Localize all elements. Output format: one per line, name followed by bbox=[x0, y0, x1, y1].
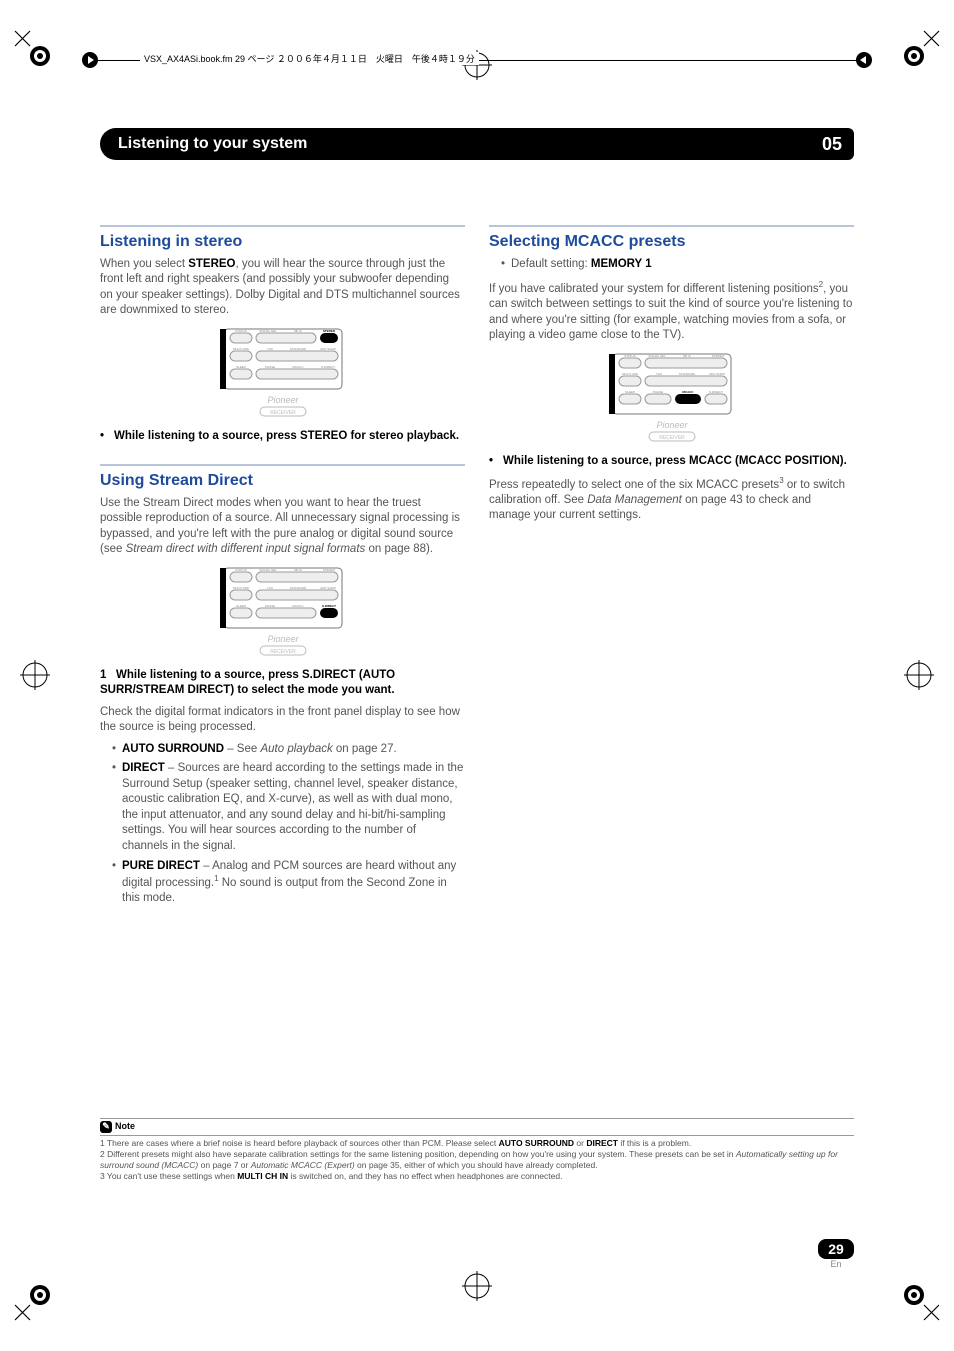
svg-text:ADV SURR: ADV SURR bbox=[320, 586, 336, 590]
content-area: Listening in stereo When you select STER… bbox=[100, 225, 854, 1251]
svg-text:S.DIRECT: S.DIRECT bbox=[708, 390, 722, 394]
svg-text:RECEIVER: RECEIVER bbox=[659, 435, 685, 441]
section-rule bbox=[489, 225, 854, 227]
page-language: En bbox=[818, 1259, 854, 1269]
svg-text:STANDARD: STANDARD bbox=[678, 372, 695, 376]
svg-text:SIGNAL SEL: SIGNAL SEL bbox=[259, 568, 277, 572]
header-filename: VSX_AX4ASi.book.fm 29 ページ ２００６年４月１１日 火曜日… bbox=[140, 52, 479, 65]
svg-text:MULTI OPE: MULTI OPE bbox=[233, 347, 249, 351]
section-rule bbox=[100, 225, 465, 227]
section-heading: Selecting MCACC presets bbox=[489, 231, 854, 253]
svg-text:SLEEP: SLEEP bbox=[236, 365, 246, 369]
step-instruction: While listening to a source, press MCACC… bbox=[489, 454, 854, 470]
default-setting: Default setting: MEMORY 1 bbox=[489, 257, 854, 273]
svg-text:SB ch: SB ch bbox=[682, 354, 690, 358]
remote-diagram: STATUS SIGNAL SEL SB ch STEREO MULTI OPE… bbox=[218, 327, 348, 419]
svg-text:STEREO: STEREO bbox=[322, 568, 335, 572]
svg-text:SIGNAL SEL: SIGNAL SEL bbox=[648, 354, 666, 358]
svg-text:Pioneer: Pioneer bbox=[656, 420, 688, 430]
bullet-list: AUTO SURROUND – See Auto playback on pag… bbox=[100, 742, 465, 907]
svg-text:Pioneer: Pioneer bbox=[267, 395, 299, 405]
svg-text:STATUS: STATUS bbox=[624, 354, 635, 358]
arrow-icon bbox=[854, 50, 874, 70]
svg-text:ADV SURR: ADV SURR bbox=[709, 372, 725, 376]
svg-text:STEREO: STEREO bbox=[322, 329, 335, 333]
crop-mark-icon bbox=[20, 660, 50, 690]
crop-mark-icon bbox=[462, 1271, 492, 1301]
svg-text:Pioneer: Pioneer bbox=[267, 634, 299, 644]
section-heading: Listening in stereo bbox=[100, 231, 465, 253]
svg-text:S.DIRECT: S.DIRECT bbox=[321, 604, 335, 608]
chapter-title-bar: Listening to your system 05 bbox=[100, 128, 854, 160]
svg-text:RECEIVER: RECEIVER bbox=[270, 410, 296, 416]
svg-text:SIGNAL SEL: SIGNAL SEL bbox=[259, 329, 277, 333]
svg-text:MCACC: MCACC bbox=[682, 390, 694, 394]
svg-text:MULTI OPE: MULTI OPE bbox=[622, 372, 638, 376]
page-number-badge: 29 En bbox=[818, 1239, 854, 1269]
body-text: Press repeatedly to select one of the si… bbox=[489, 476, 854, 524]
registration-mark-icon bbox=[902, 28, 942, 68]
section-rule bbox=[100, 464, 465, 466]
step-instruction: While listening to a source, press STERE… bbox=[100, 429, 465, 445]
note-icon: ✎ bbox=[100, 1121, 112, 1133]
svg-text:PHASE: PHASE bbox=[264, 365, 274, 369]
chapter-title: Listening to your system bbox=[100, 128, 854, 160]
remote-diagram: STATUS SIGNAL SEL SB ch STEREO MULTI OPE… bbox=[218, 566, 348, 658]
note-label: ✎ Note bbox=[100, 1121, 135, 1133]
svg-text:PHASE: PHASE bbox=[652, 390, 662, 394]
step-heading: 1 While listening to a source, press S.D… bbox=[100, 668, 465, 699]
svg-text:THX: THX bbox=[656, 372, 662, 376]
svg-text:MCACC: MCACC bbox=[292, 365, 304, 369]
footnote-text: 2 Different presets might also have sepa… bbox=[100, 1149, 854, 1171]
svg-text:THX: THX bbox=[267, 586, 273, 590]
page-number: 29 bbox=[818, 1239, 854, 1259]
body-text: When you select STEREO, you will hear th… bbox=[100, 257, 465, 319]
registration-mark-icon bbox=[12, 1283, 52, 1323]
print-header: VSX_AX4ASi.book.fm 29 ページ ２００６年４月１１日 火曜日… bbox=[60, 50, 894, 70]
body-text: Check the digital format indicators in t… bbox=[100, 705, 465, 736]
chapter-number-badge: 05 bbox=[810, 128, 854, 160]
svg-text:THX: THX bbox=[267, 347, 273, 351]
footnote-text: 3 You can't use these settings when MULT… bbox=[100, 1171, 854, 1182]
list-item: DIRECT – Sources are heard according to … bbox=[112, 761, 465, 854]
svg-text:MULTI OPE: MULTI OPE bbox=[233, 586, 249, 590]
svg-text:ADV SURR: ADV SURR bbox=[320, 347, 336, 351]
svg-text:PHASE: PHASE bbox=[264, 604, 274, 608]
svg-text:STANDARD: STANDARD bbox=[289, 347, 306, 351]
footnotes: ✎ Note 1 There are cases where a brief n… bbox=[100, 1118, 854, 1182]
registration-mark-icon bbox=[902, 1283, 942, 1323]
svg-text:S.DIRECT: S.DIRECT bbox=[320, 365, 334, 369]
list-item: AUTO SURROUND – See Auto playback on pag… bbox=[112, 742, 465, 758]
right-column: Selecting MCACC presets Default setting:… bbox=[489, 225, 854, 1251]
svg-text:STEREO: STEREO bbox=[711, 354, 724, 358]
svg-text:STATUS: STATUS bbox=[235, 568, 246, 572]
svg-text:SB ch: SB ch bbox=[293, 568, 301, 572]
svg-text:MCACC: MCACC bbox=[292, 604, 304, 608]
crop-mark-icon bbox=[904, 660, 934, 690]
list-item: PURE DIRECT – Analog and PCM sources are… bbox=[112, 859, 465, 907]
svg-text:SLEEP: SLEEP bbox=[625, 390, 635, 394]
list-item: Default setting: MEMORY 1 bbox=[501, 257, 854, 273]
left-column: Listening in stereo When you select STER… bbox=[100, 225, 465, 1251]
svg-text:SB ch: SB ch bbox=[293, 329, 301, 333]
body-text: Use the Stream Direct modes when you wan… bbox=[100, 496, 465, 558]
section-heading: Using Stream Direct bbox=[100, 470, 465, 492]
body-text: If you have calibrated your system for d… bbox=[489, 280, 854, 344]
svg-text:RECEIVER: RECEIVER bbox=[270, 649, 296, 655]
svg-text:STATUS: STATUS bbox=[235, 329, 246, 333]
svg-text:SLEEP: SLEEP bbox=[236, 604, 246, 608]
remote-diagram: STATUS SIGNAL SEL SB ch STEREO MULTI OPE… bbox=[607, 352, 737, 444]
registration-mark-icon bbox=[12, 28, 52, 68]
footnote-text: 1 There are cases where a brief noise is… bbox=[100, 1138, 854, 1149]
svg-text:STANDARD: STANDARD bbox=[289, 586, 306, 590]
